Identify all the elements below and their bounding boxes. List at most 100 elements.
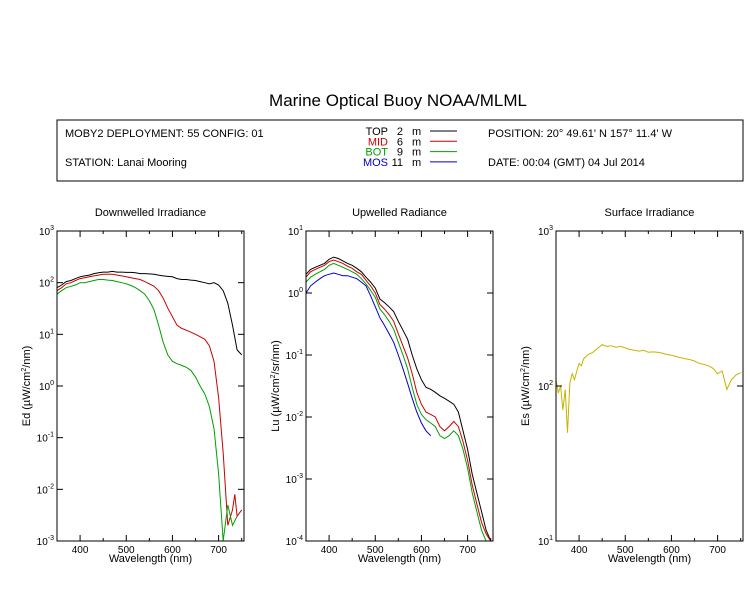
- y-tick-label: 102: [538, 380, 553, 393]
- y-tick-label: 10-3: [37, 535, 54, 548]
- y-tick-label: 101: [39, 328, 54, 341]
- y-axis-label: Es (µW/cm2/nm): [520, 346, 532, 426]
- y-tick-exponent: 1: [299, 225, 303, 232]
- y-tick-exponent: -1: [297, 349, 303, 356]
- panel-title: Surface Irradiance: [605, 207, 695, 219]
- y-axis-label: Lu (µW/cm2/sr/nm): [270, 340, 282, 432]
- y-tick-base: 10: [288, 227, 300, 238]
- y-tick-label: 102: [39, 277, 54, 290]
- y-tick-label: 10-1: [286, 349, 303, 362]
- y-axis-label: Ed (µW/cm2/nm): [21, 346, 33, 427]
- series-line-bot: [306, 262, 491, 541]
- y-axis-label-sup: 2: [270, 374, 277, 378]
- y-axis-label-sup: 2: [21, 368, 28, 372]
- y-tick-base: 10: [39, 382, 51, 393]
- y-tick-exponent: 2: [549, 380, 553, 387]
- y-tick-exponent: -4: [297, 535, 303, 542]
- legend-name-mos: MOS: [363, 157, 388, 169]
- series-line-top: [57, 270, 243, 356]
- y-tick-exponent: -3: [297, 473, 303, 480]
- x-tick-label: 700: [709, 545, 726, 556]
- y-tick-exponent: 2: [50, 277, 54, 284]
- y-tick-base: 10: [538, 227, 550, 238]
- y-tick-label: 103: [39, 225, 54, 238]
- y-tick-label: 10-2: [286, 411, 303, 424]
- x-tick-label: 400: [571, 545, 588, 556]
- x-tick-label: 700: [210, 545, 227, 556]
- y-tick-exponent: 1: [549, 535, 553, 542]
- y-tick-base: 10: [538, 382, 550, 393]
- y-tick-exponent: 0: [299, 287, 303, 294]
- series-line-mid: [306, 259, 492, 541]
- panel-title: Downwelled Irradiance: [95, 207, 206, 219]
- legend-unit-top: m: [412, 126, 421, 138]
- y-tick-base: 10: [39, 330, 51, 341]
- y-tick-exponent: -2: [48, 483, 54, 490]
- series-line-top: [306, 256, 492, 541]
- y-tick-exponent: -1: [48, 432, 54, 439]
- y-tick-exponent: -2: [297, 411, 303, 418]
- y-tick-base: 10: [286, 351, 298, 362]
- position-text: POSITION: 20° 49.61' N 157° 11.4' W: [488, 128, 673, 140]
- y-tick-label: 103: [538, 225, 553, 238]
- y-axis-label-sup: 2: [520, 368, 527, 372]
- y-tick-label: 10-4: [286, 535, 303, 548]
- legend-depth-mid: 6: [397, 136, 403, 148]
- y-axis-label-tail: /nm): [520, 346, 532, 368]
- y-tick-base: 10: [288, 289, 300, 300]
- x-tick-label: 400: [72, 545, 89, 556]
- y-tick-base: 10: [37, 434, 49, 445]
- y-axis-label-tail: /nm): [21, 346, 33, 368]
- info-box: [56, 119, 744, 182]
- y-tick-base: 10: [39, 279, 51, 290]
- series-line-mid: [57, 273, 243, 526]
- x-axis-label: Wavelength (nm): [608, 553, 691, 565]
- x-axis-label: Wavelength (nm): [358, 553, 441, 565]
- legend-depth-bot: 9: [397, 147, 403, 159]
- plot-frame: [555, 230, 744, 542]
- y-tick-base: 10: [39, 227, 51, 238]
- legend-depth-mos: 11: [392, 157, 403, 169]
- legend-depth-top: 2: [397, 126, 403, 138]
- deployment-text: MOBY2 DEPLOYMENT: 55 CONFIG: 01: [65, 128, 264, 140]
- x-tick-label: 500: [617, 545, 634, 556]
- x-tick-label: 500: [367, 545, 384, 556]
- x-axis-label: Wavelength (nm): [109, 553, 192, 565]
- y-axis-label-main: Lu (µW/cm: [270, 378, 282, 431]
- x-tick-label: 600: [164, 545, 181, 556]
- y-tick-exponent: 1: [50, 328, 54, 335]
- y-tick-base: 10: [286, 413, 298, 424]
- y-tick-base: 10: [286, 537, 298, 548]
- panel-title: Upwelled Radiance: [352, 207, 447, 219]
- series-group: [306, 256, 492, 541]
- series-line-bot: [57, 279, 238, 541]
- y-tick-exponent: 3: [50, 225, 54, 232]
- x-tick-label: 700: [459, 545, 476, 556]
- x-tick-label: 600: [413, 545, 430, 556]
- plot-frame: [305, 230, 494, 542]
- y-tick-base: 10: [286, 475, 298, 486]
- y-tick-exponent: -3: [48, 535, 54, 542]
- y-tick-label: 10-3: [286, 473, 303, 486]
- y-axis-label-tail: /sr/nm): [270, 340, 282, 374]
- legend-name-bot: BOT: [365, 147, 388, 159]
- x-tick-label: 400: [321, 545, 338, 556]
- series-group: [57, 270, 243, 541]
- date-text: DATE: 00:04 (GMT) 04 Jul 2014: [488, 157, 645, 169]
- y-tick-base: 10: [538, 537, 550, 548]
- legend-name-top: TOP: [366, 126, 388, 138]
- y-tick-label: 10-1: [37, 432, 54, 445]
- series-line-mos: [306, 272, 432, 437]
- x-tick-label: 500: [118, 545, 135, 556]
- series-line-es: [556, 344, 741, 433]
- station-text: STATION: Lanai Mooring: [65, 157, 187, 169]
- y-tick-exponent: 0: [50, 380, 54, 387]
- y-tick-label: 100: [288, 287, 303, 300]
- legend-unit-bot: m: [412, 147, 421, 159]
- legend-unit-mid: m: [412, 136, 421, 148]
- y-tick-base: 10: [37, 485, 49, 496]
